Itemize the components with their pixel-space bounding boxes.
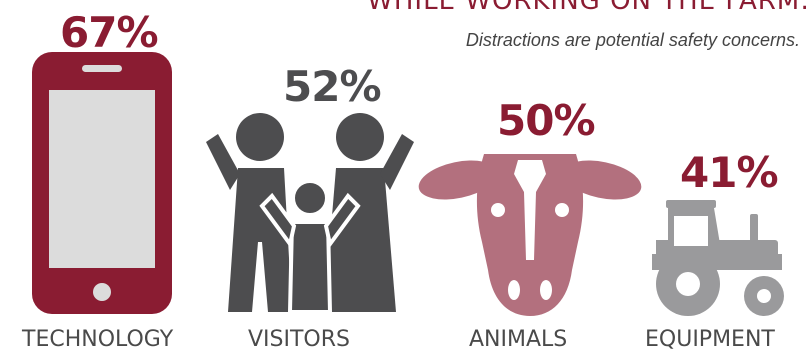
value-label-equipment: 41% [680, 148, 779, 197]
category-label-visitors: VISITORS [248, 327, 350, 352]
infographic-subtitle: Distractions are potential safety concer… [465, 30, 800, 50]
value-label-animals: 50% [497, 96, 596, 145]
tractor-icon [652, 200, 784, 316]
infographic-heading: WHILE WORKING ON THE FARM: [367, 0, 808, 16]
category-label-equipment: EQUIPMENT [645, 327, 775, 352]
category-label-technology: TECHNOLOGY [22, 327, 174, 352]
family-icon [206, 113, 414, 314]
value-label-technology: 67% [60, 8, 159, 57]
value-label-visitors: 52% [283, 62, 382, 111]
category-label-animals: ANIMALS [469, 327, 568, 352]
cow-head-icon [418, 154, 642, 316]
smartphone-icon [32, 52, 172, 314]
